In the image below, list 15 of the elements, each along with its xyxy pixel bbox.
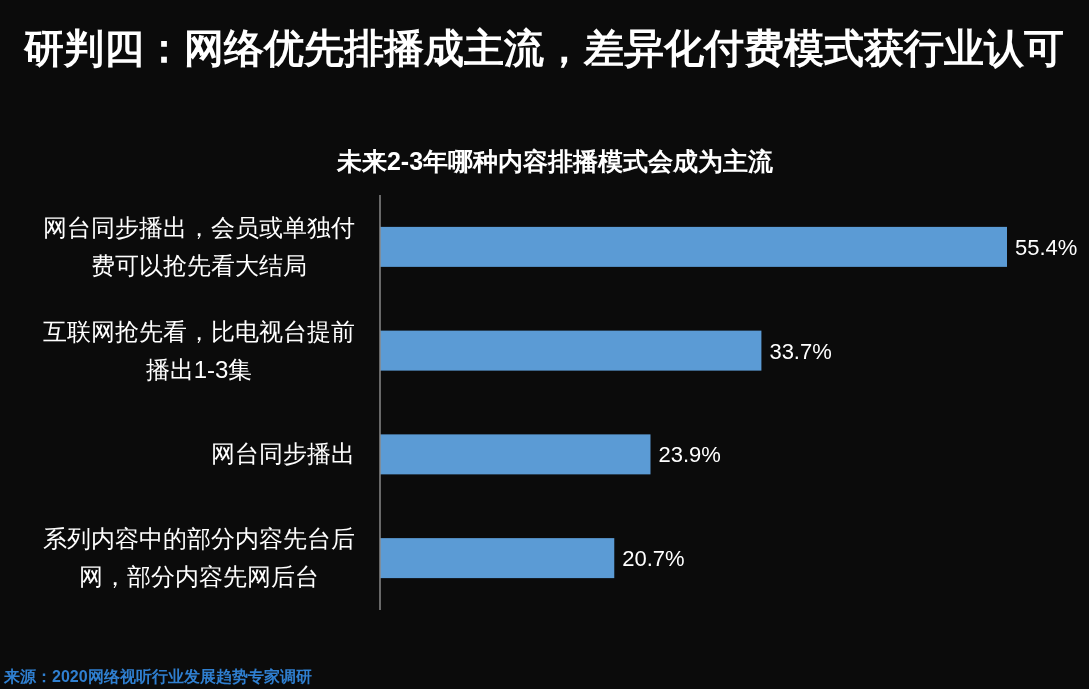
bar — [380, 434, 651, 475]
y-tick-label: 互联网抢先看，比电视台提前播出1-3集 — [43, 317, 355, 383]
chart-title: 研判四：网络优先排播成主流，差异化付费模式获行业认可 — [23, 26, 1064, 70]
y-tick-label: 网台同步播出 — [211, 440, 355, 468]
y-tick-label: 系列内容中的部分内容先台后网，部分内容先网后台 — [43, 525, 355, 591]
data-label: 33.7% — [769, 338, 832, 364]
data-label: 55.4% — [1015, 234, 1078, 260]
data-label: 20.7% — [622, 546, 685, 572]
y-tick-label: 网台同步播出，会员或单独付费可以抢先看大结局 — [43, 213, 355, 279]
data-label: 23.9% — [658, 442, 721, 468]
bar — [380, 330, 762, 371]
chart-subtitle: 未来2-3年哪种内容排播模式会成为主流 — [335, 147, 775, 175]
bar — [380, 226, 1007, 267]
source-note: 来源：2020网络视听行业发展趋势专家调研 — [3, 667, 312, 685]
bar — [380, 538, 615, 579]
